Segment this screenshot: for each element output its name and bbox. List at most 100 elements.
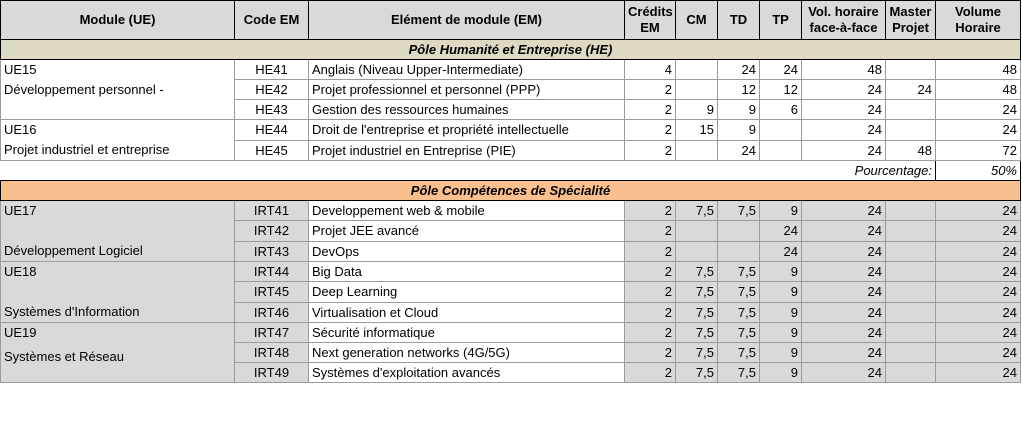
cm-cell: 7,5 [675, 362, 718, 383]
vol-cell: 24 [801, 362, 886, 383]
code-cell: IRT42 [234, 220, 309, 242]
tp-cell: 9 [759, 199, 802, 222]
tp-cell: 9 [759, 301, 802, 324]
code-cell: IRT41 [234, 199, 309, 222]
tp-cell: 9 [759, 362, 802, 383]
volume-cell: 24 [935, 240, 1021, 263]
td-cell: 7,5 [717, 199, 760, 222]
curriculum-table: Module (UE) Code EM Elément de module (E… [0, 0, 1021, 383]
em-cell: Big Data [308, 260, 625, 283]
credits-cell: 2 [624, 322, 676, 343]
td-cell: 7,5 [717, 362, 760, 383]
credits-cell: 2 [624, 79, 676, 100]
volume-cell: 24 [935, 260, 1021, 283]
section-row: Pôle Compétences de Spécialité [0, 180, 1021, 201]
code-cell: HE45 [234, 139, 309, 161]
module-cell-ue16: UE16 Projet industriel et entreprise [0, 119, 235, 161]
em-cell: Projet professionnel et personnel (PPP) [308, 79, 625, 100]
credits-cell: 2 [624, 220, 676, 242]
master-cell [885, 322, 936, 343]
code-cell: HE41 [234, 59, 309, 80]
credits-cell: 2 [624, 240, 676, 263]
volume-cell: 48 [935, 59, 1021, 80]
credits-cell: 2 [624, 260, 676, 283]
table-row: IRT43 DevOps 2 24 24 24 [1, 240, 1021, 263]
table-row: HE45 Projet industriel en Entreprise (PI… [1, 139, 1021, 161]
credits-cell: 2 [624, 362, 676, 383]
header-cm: CM [675, 0, 718, 40]
code-cell: IRT43 [234, 240, 309, 263]
code-cell: IRT49 [234, 362, 309, 383]
em-cell: Projet JEE avancé [308, 220, 625, 242]
table-row: UE16 Projet industriel et entreprise HE4… [0, 119, 1021, 161]
master-cell [885, 281, 936, 303]
table-row: IRT46 Virtualisation et Cloud 2 7,5 7,5 … [1, 301, 1021, 324]
tp-cell: 9 [759, 342, 802, 363]
table-row: IRT45 Deep Learning 2 7,5 7,5 9 24 24 [1, 281, 1021, 303]
td-cell: 9 [717, 99, 760, 120]
code-cell: IRT46 [234, 301, 309, 324]
volume-cell: 24 [935, 301, 1021, 324]
tp-cell [759, 119, 802, 141]
percentage-label: Pourcentage: [854, 163, 932, 178]
credits-cell: 2 [624, 99, 676, 120]
vol-cell: 24 [801, 240, 886, 263]
tp-cell: 24 [759, 240, 802, 263]
master-cell [885, 99, 936, 120]
master-cell: 24 [885, 79, 936, 100]
cm-cell [675, 79, 718, 100]
tp-cell: 9 [759, 260, 802, 283]
td-cell: 9 [717, 119, 760, 141]
td-cell [717, 240, 760, 263]
vol-cell: 24 [801, 139, 886, 161]
module-code: UE19 [4, 325, 37, 340]
module-cell-ue18: UE18 Systèmes d'Information [0, 261, 235, 323]
module-code: UE16 [4, 122, 37, 137]
credits-cell: 4 [624, 59, 676, 80]
code-cell: IRT47 [234, 322, 309, 343]
header-element: Elément de module (EM) [308, 0, 625, 40]
cm-cell: 7,5 [675, 199, 718, 222]
volume-cell: 24 [935, 199, 1021, 222]
cm-cell [675, 139, 718, 161]
section-title-specialite: Pôle Compétences de Spécialité [0, 180, 1021, 201]
vol-cell: 24 [801, 260, 886, 283]
cm-cell: 7,5 [675, 260, 718, 283]
module-code: UE17 [4, 203, 37, 218]
section-row: Pôle Humanité et Entreprise (HE) [0, 39, 1021, 60]
em-cell: Droit de l'entreprise et propriété intel… [308, 119, 625, 141]
vol-cell: 24 [801, 342, 886, 363]
module-name: Développement personnel - [4, 82, 164, 97]
em-cell: Developpement web & mobile [308, 199, 625, 222]
em-cell: Anglais (Niveau Upper-Intermediate) [308, 59, 625, 80]
code-cell: IRT44 [234, 260, 309, 283]
vol-cell: 24 [801, 301, 886, 324]
td-cell: 7,5 [717, 322, 760, 343]
vol-cell: 24 [801, 322, 886, 343]
code-cell: HE42 [234, 79, 309, 100]
td-cell: 24 [717, 59, 760, 80]
cm-cell: 7,5 [675, 281, 718, 303]
em-cell: Sécurité informatique [308, 322, 625, 343]
tp-cell: 9 [759, 281, 802, 303]
tp-cell: 6 [759, 99, 802, 120]
master-cell [885, 342, 936, 363]
table-row: IRT49 Systèmes d'exploitation avancés 2 … [1, 362, 1021, 383]
master-cell: 48 [885, 139, 936, 161]
table-row: IRT42 Projet JEE avancé 2 24 24 24 [1, 220, 1021, 242]
vol-cell: 48 [801, 59, 886, 80]
table-row: IRT48 Next generation networks (4G/5G) 2… [1, 342, 1021, 363]
volume-cell: 48 [935, 79, 1021, 100]
em-cell: Deep Learning [308, 281, 625, 303]
credits-cell: 2 [624, 342, 676, 363]
code-cell: HE43 [234, 99, 309, 120]
module-cell-ue19: UE19 Systèmes et Réseau [0, 322, 235, 383]
td-cell: 7,5 [717, 342, 760, 363]
vol-cell: 24 [801, 220, 886, 242]
volume-cell: 24 [935, 99, 1021, 120]
module-cell-ue17: UE17 Développement Logiciel [0, 200, 235, 262]
module-code: UE18 [4, 264, 37, 279]
em-cell: DevOps [308, 240, 625, 263]
header-row: Module (UE) Code EM Elément de module (E… [0, 0, 1021, 40]
table-row: UE18 Systèmes d'Information IRT44 Big Da… [0, 260, 1021, 323]
